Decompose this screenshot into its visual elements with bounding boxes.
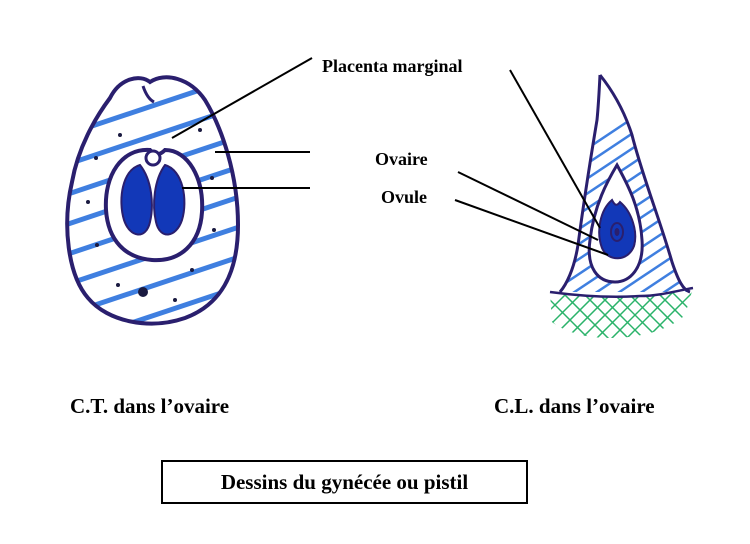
caption-transverse: C.T. dans l’ovaire [70, 394, 230, 418]
pointer-lines [171, 57, 609, 256]
ovule-pointer-right [454, 199, 609, 256]
receptacle-outline [549, 286, 694, 299]
tissue-dots [86, 128, 216, 302]
marginal-placenta [144, 149, 162, 167]
ovule-right [153, 163, 186, 236]
ovary-wall-outline [65, 75, 241, 326]
placenta-pointer-left [171, 57, 313, 139]
label-placenta-marginal: Placenta marginal [322, 56, 462, 76]
transverse-section [65, 75, 241, 326]
pistil-outline [558, 74, 691, 294]
caption-longitudinal: C.L. dans l’ovaire [494, 394, 655, 418]
placenta-pointer-right [509, 69, 601, 229]
label-ovule: Ovule [381, 187, 427, 207]
label-ovaire: Ovaire [375, 149, 428, 169]
ovule-left [120, 163, 153, 236]
figure-title: Dessins du gynécée ou pistil [161, 460, 528, 504]
longitudinal-section [549, 74, 694, 338]
ovary-pointer-right [457, 171, 599, 241]
